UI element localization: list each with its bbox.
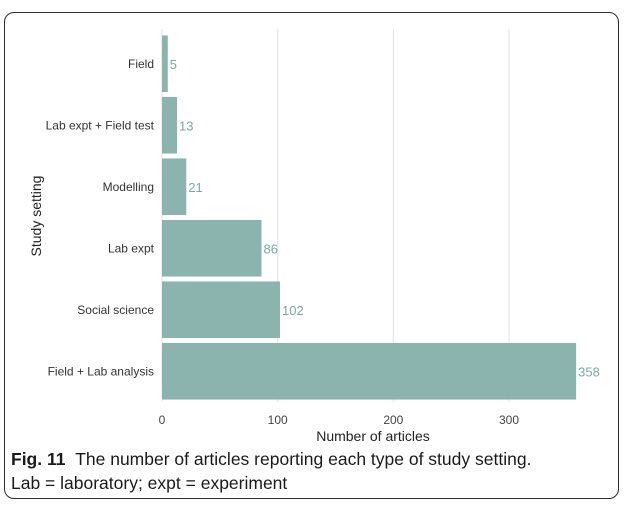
figure-frame <box>4 12 619 499</box>
caption-line-1: The number of articles reporting each ty… <box>75 449 532 469</box>
value-label: 86 <box>263 241 277 256</box>
value-label: 21 <box>188 180 202 195</box>
x-tick-label: 100 <box>268 413 288 427</box>
bars <box>162 35 577 400</box>
bar <box>162 342 577 400</box>
caption-line-2: Lab = laboratory; expt = experiment <box>11 473 288 493</box>
bar <box>162 96 178 154</box>
bar <box>162 219 262 277</box>
value-label: 358 <box>578 364 600 379</box>
value-labels: 5 13 21 86 102 358 <box>170 57 600 380</box>
bar <box>162 281 280 339</box>
bar-chart: Field Lab expt + Field test Modelling Lab e… <box>28 29 600 444</box>
category-label: Social science <box>77 303 154 317</box>
x-axis-label: Number of articles <box>316 428 430 444</box>
x-tick-label: 200 <box>383 413 403 427</box>
category-label: Lab expt <box>108 241 155 255</box>
x-tick-labels: 0 100 200 300 <box>159 413 520 427</box>
value-label: 102 <box>282 303 304 318</box>
value-label: 13 <box>179 118 193 133</box>
figure-caption: Fig. 11 The number of articles reporting… <box>11 447 611 495</box>
category-label: Modelling <box>103 180 154 194</box>
x-tick-label: 300 <box>499 413 519 427</box>
category-label: Lab expt + Field test <box>46 118 155 132</box>
category-label: Field + Lab analysis <box>48 364 154 378</box>
value-label: 5 <box>170 57 177 72</box>
bar <box>162 158 187 216</box>
y-axis-label: Study setting <box>28 176 44 257</box>
x-tick-label: 0 <box>159 413 166 427</box>
figure-number: Fig. 11 <box>11 449 66 469</box>
bar <box>162 35 168 93</box>
category-labels: Field Lab expt + Field test Modelling Lab e… <box>46 57 155 379</box>
category-label: Field <box>128 57 154 71</box>
